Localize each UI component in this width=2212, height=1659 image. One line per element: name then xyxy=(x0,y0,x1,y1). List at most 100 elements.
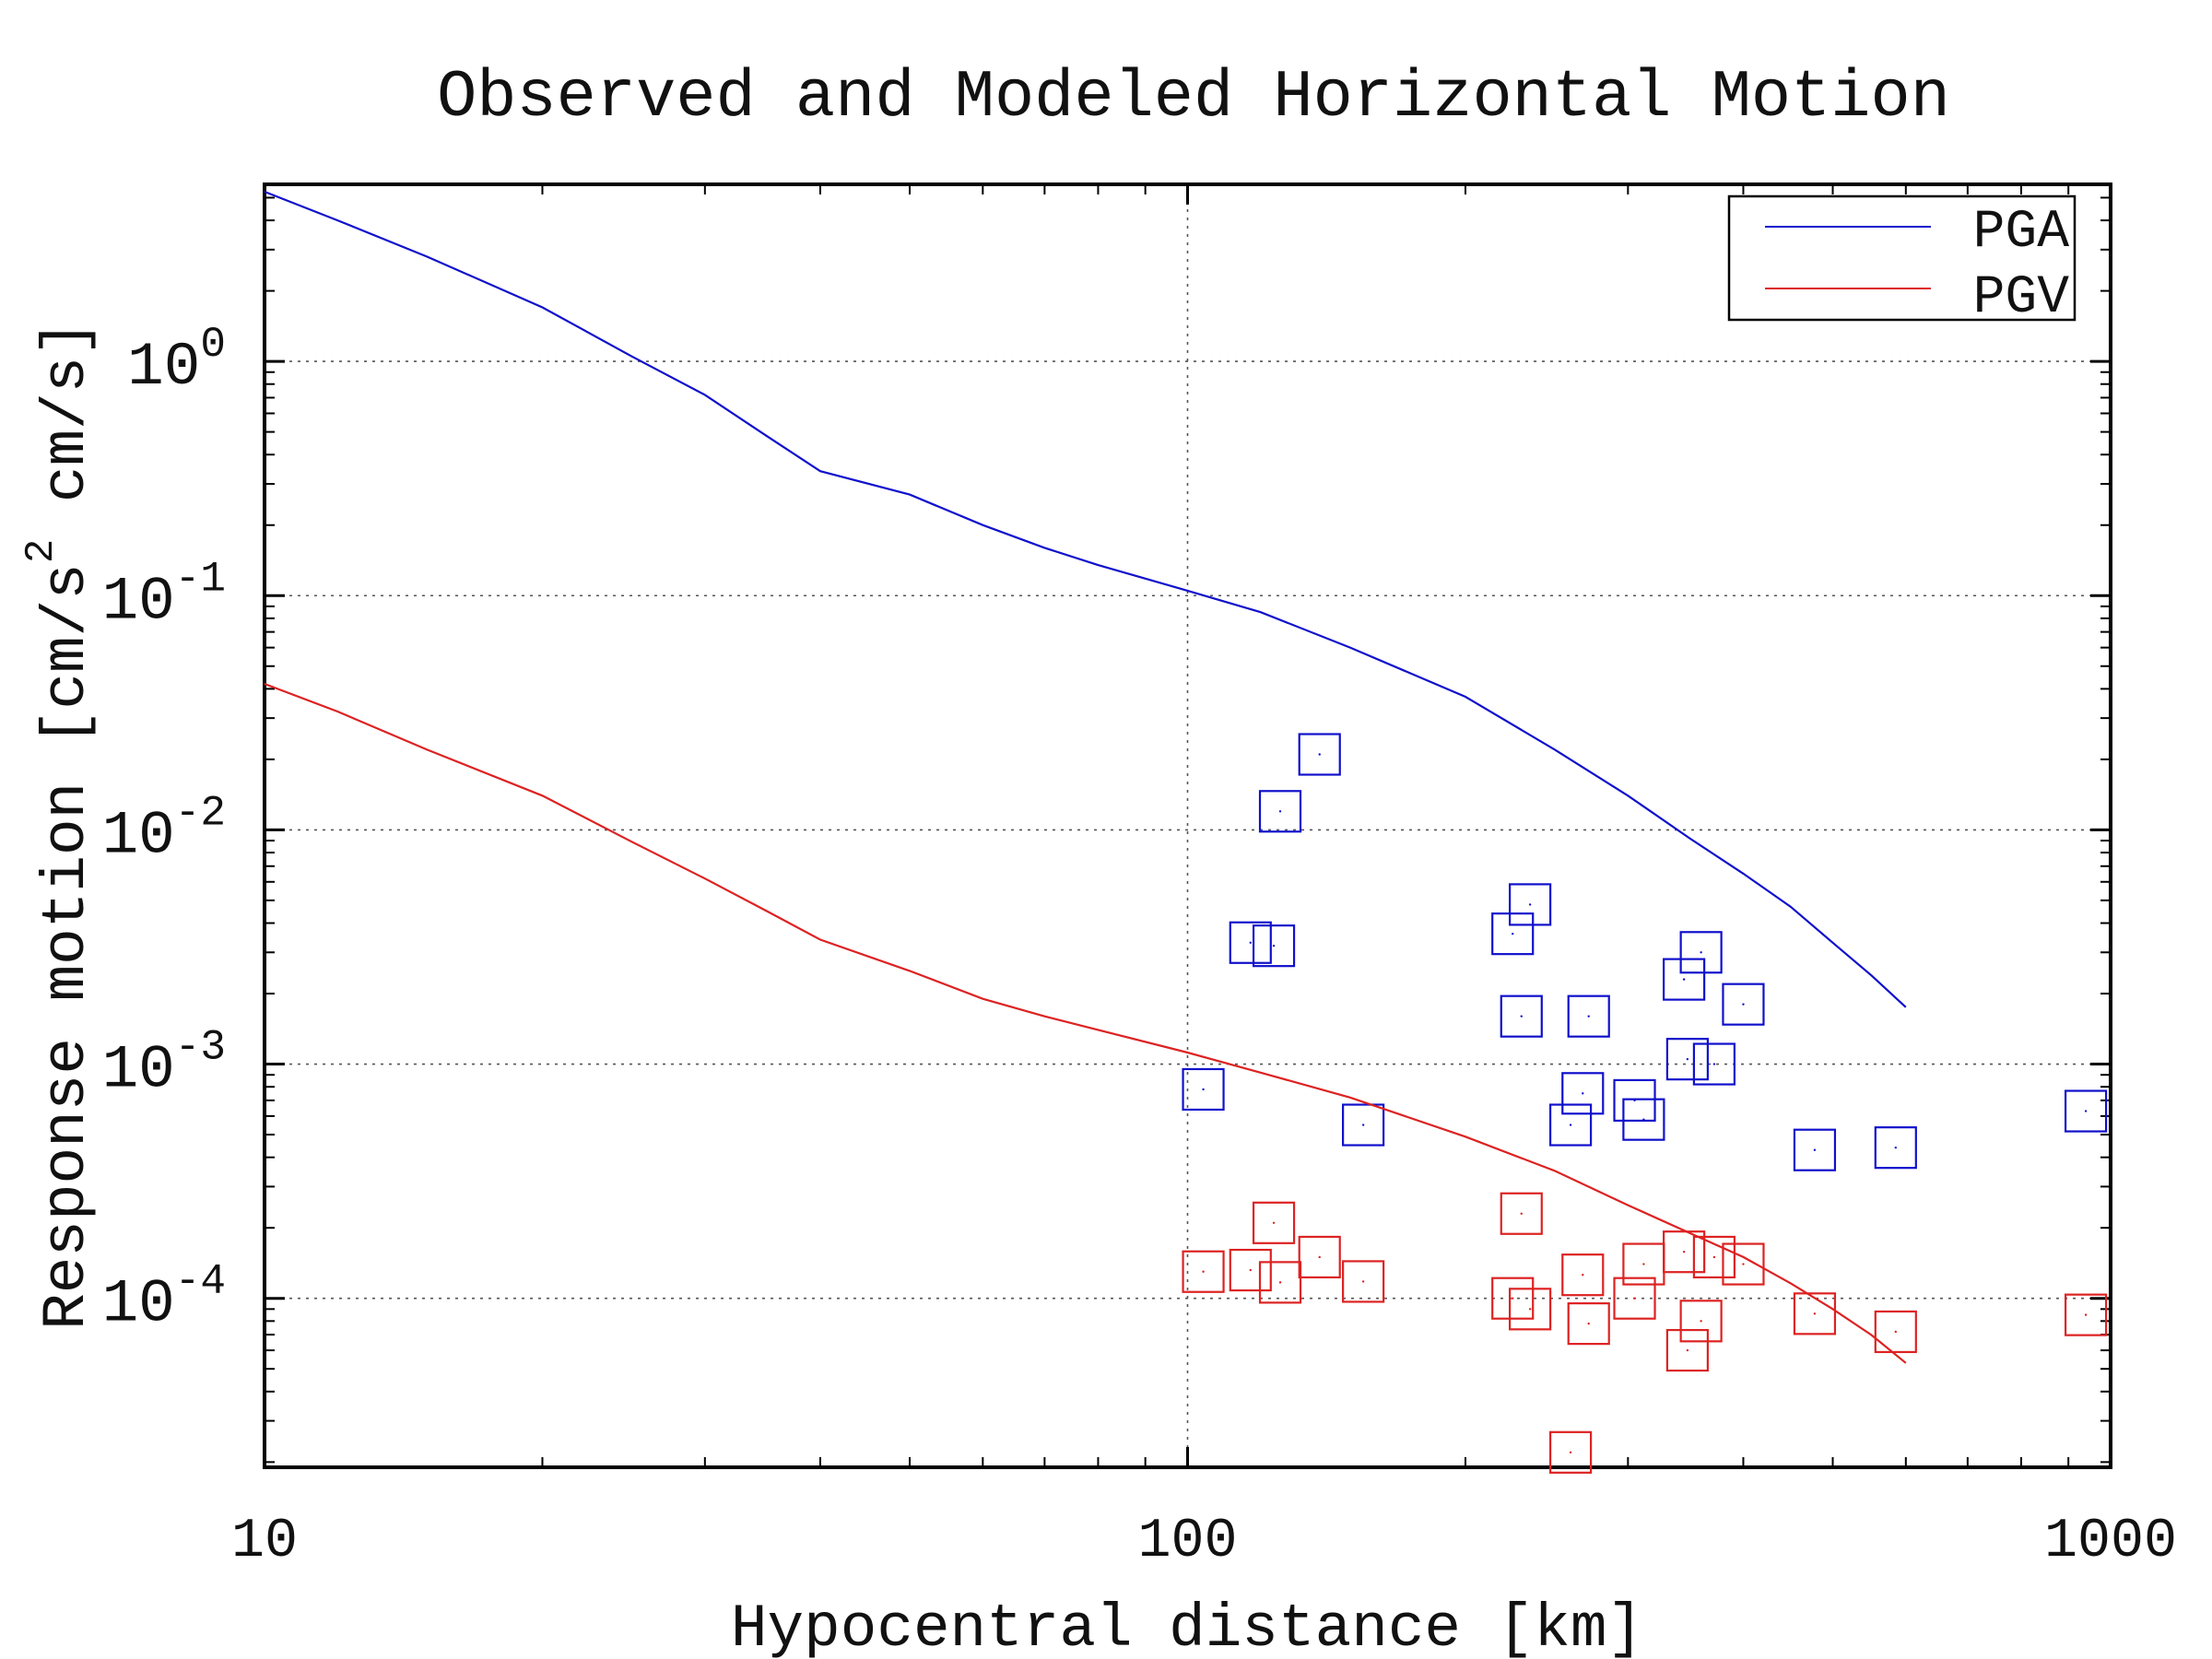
y-tick-label: 10-4 xyxy=(102,1258,226,1339)
pgv-observed-point xyxy=(1633,1297,1636,1300)
pga-observed-point xyxy=(1272,944,1276,947)
pgv-observed-marker xyxy=(1663,1230,1706,1274)
pga-observed-marker xyxy=(1663,958,1706,1001)
y-tick-label-exp: -3 xyxy=(175,1024,226,1072)
pgv-observed-point xyxy=(1361,1280,1365,1283)
pga-observed-point xyxy=(1712,1063,1716,1065)
pga-observed-marker xyxy=(1298,733,1341,776)
pgv-observed-point xyxy=(1642,1263,1645,1265)
pgv-observed-marker xyxy=(1665,1328,1709,1372)
pga-observed-point xyxy=(1894,1146,1898,1149)
x-tick-label: 1000 xyxy=(2044,1511,2177,1573)
y-axis-label-main: Response motion [cm/s xyxy=(32,563,101,1330)
pgv-observed-point xyxy=(1272,1221,1276,1225)
pgv-observed-marker xyxy=(1491,1277,1535,1320)
pgv-observed-point xyxy=(1686,1348,1689,1352)
pgv-observed-point xyxy=(1202,1270,1205,1273)
pgv-observed-point xyxy=(1712,1255,1716,1259)
pga-observed-point xyxy=(1682,978,1686,981)
pgv-observed-marker xyxy=(1793,1292,1837,1335)
pga-observed-marker xyxy=(1679,931,1723,974)
pga-observed-point xyxy=(1528,903,1532,906)
x-axis-label: Hypocentral distance [km] xyxy=(731,1594,1643,1659)
pgv-observed-point xyxy=(1249,1268,1252,1272)
pga-observed-marker xyxy=(2064,1089,2108,1133)
pga-observed-point xyxy=(1582,1092,1584,1095)
pgv-observed-marker xyxy=(1342,1260,1385,1303)
pga-observed-marker xyxy=(1491,912,1535,956)
pga-observed-point xyxy=(1512,932,1514,935)
y-tick-label-base: 10 xyxy=(102,567,175,636)
pga-observed-marker xyxy=(1548,1103,1593,1147)
pgv-observed-marker xyxy=(1500,1192,1543,1235)
pgv-observed-point xyxy=(2084,1313,2088,1316)
pgv-observed-point xyxy=(1682,1251,1686,1253)
pga-observed-marker xyxy=(1692,1042,1735,1086)
pga-observed-point xyxy=(1361,1124,1365,1126)
pga-observed-marker xyxy=(1342,1103,1385,1147)
pga-observed-point xyxy=(1587,1015,1590,1018)
pga-observed-marker xyxy=(1509,883,1552,926)
pga-observed-point xyxy=(1742,1003,1745,1006)
pga-observed-point xyxy=(1278,810,1282,813)
pga-observed-marker xyxy=(1793,1128,1837,1171)
pgv-observed-point xyxy=(1700,1320,1702,1323)
pgv-observed-point xyxy=(1278,1281,1282,1284)
pgv-observed-marker xyxy=(1613,1277,1656,1320)
pgv-observed-marker xyxy=(1182,1250,1225,1293)
pgv-observed-marker xyxy=(1874,1310,1917,1354)
x-tick-label: 10 xyxy=(231,1511,298,1573)
pga-observed-marker xyxy=(1622,1098,1665,1141)
y-tick-label-base: 10 xyxy=(102,801,175,870)
pga-observed-point xyxy=(1700,951,1702,954)
pgv-observed-point xyxy=(1569,1451,1572,1454)
pgv-model-line xyxy=(264,682,1907,1364)
y-tick-label-exp: -2 xyxy=(175,789,226,837)
y-tick-label: 10-1 xyxy=(102,555,226,636)
legend-label-pga: PGA xyxy=(1973,203,2070,263)
pga-observed-marker xyxy=(1722,982,1765,1026)
plot-frame xyxy=(263,182,2112,1469)
x-tick-label: 100 xyxy=(1137,1511,1237,1573)
y-tick-label-base: 10 xyxy=(102,1036,175,1105)
y-tick-label-base: 10 xyxy=(102,1270,175,1339)
pga-observed-marker xyxy=(1874,1126,1917,1170)
legend: PGA PGV xyxy=(1727,194,2077,328)
pga-observed-marker xyxy=(1258,790,1302,833)
legend-box xyxy=(1727,194,2077,322)
pga-observed-point xyxy=(1202,1088,1205,1091)
grid xyxy=(265,184,2111,1467)
legend-label-pgv: PGV xyxy=(1973,268,2070,328)
pga-observed-marker xyxy=(1665,1038,1709,1081)
pgv-observed-marker xyxy=(1298,1235,1341,1279)
pgv-observed-marker xyxy=(1509,1288,1552,1331)
pga-observed-marker xyxy=(1561,1072,1605,1115)
pgv-observed-point xyxy=(1318,1255,1321,1259)
pga-observed-marker xyxy=(1252,924,1296,968)
pgv-observed-marker xyxy=(1258,1261,1302,1304)
pgv-observed-marker xyxy=(1692,1235,1735,1279)
pga-observed-point xyxy=(1569,1124,1572,1126)
pga-observed-point xyxy=(1520,1015,1523,1018)
pga-observed-point xyxy=(2084,1110,2088,1112)
pgv-observed-marker xyxy=(1229,1248,1272,1292)
pgv-observed-point xyxy=(1528,1308,1532,1311)
pga-observed-point xyxy=(1318,753,1321,756)
pga-observed-point xyxy=(1813,1148,1817,1151)
y-tick-label-exp: -1 xyxy=(175,555,226,603)
pga-observed-marker xyxy=(1229,921,1272,964)
pgv-observed-marker xyxy=(1252,1201,1296,1244)
pgv-observed-point xyxy=(1520,1212,1523,1215)
y-tick-label: 10-2 xyxy=(102,789,226,870)
pgv-observed-marker xyxy=(1679,1300,1723,1343)
y-tick-label-exp: 0 xyxy=(200,321,226,369)
y-tick-label-exp: -4 xyxy=(175,1258,226,1306)
y-axis-label: Response motion [cm/s2 cm/s] xyxy=(18,320,101,1330)
pgv-observed-marker xyxy=(1561,1253,1605,1297)
pgv-observed-point xyxy=(1742,1263,1745,1265)
chart-title: Observed and Modeled Horizontal Motion xyxy=(437,60,1950,135)
y-tick-label: 100 xyxy=(127,321,226,402)
pgv-observed-point xyxy=(1587,1322,1590,1325)
